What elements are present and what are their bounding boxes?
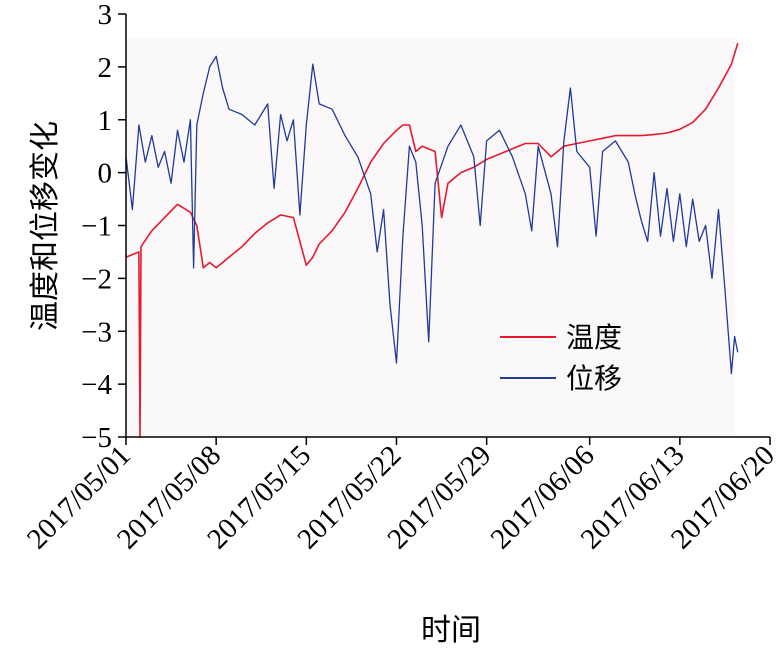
series-line-displacement: [125, 55, 739, 375]
series-layer: [125, 42, 739, 438]
y-tick-label: −5: [81, 422, 112, 454]
legend-label-temperature: 温度: [566, 321, 622, 354]
y-tick-label: 2: [98, 52, 113, 84]
legend-label-displacement: 位移: [566, 362, 622, 395]
y-tick-label: −2: [81, 263, 112, 295]
x-tick-labels: 2017/05/012017/05/082017/05/152017/05/22…: [21, 439, 781, 555]
y-tick-label: 1: [98, 105, 113, 137]
y-tick-label: −1: [81, 211, 112, 243]
y-axis-title: 温度和位移变化: [28, 121, 63, 331]
y-tick-label: −4: [81, 369, 112, 401]
plot-area-background: [126, 38, 735, 437]
y-tick-label: −3: [81, 316, 112, 348]
legend: 温度 位移: [500, 321, 622, 395]
y-tick-label: 0: [98, 158, 113, 190]
y-tick-label: 3: [98, 0, 113, 31]
axes-layer: [118, 13, 771, 445]
x-axis-title: 时间: [421, 613, 481, 648]
y-tick-labels: 3 2 1 0 −1 −2 −3 −4 −5: [81, 0, 112, 454]
series-line-temperature: [125, 42, 739, 438]
